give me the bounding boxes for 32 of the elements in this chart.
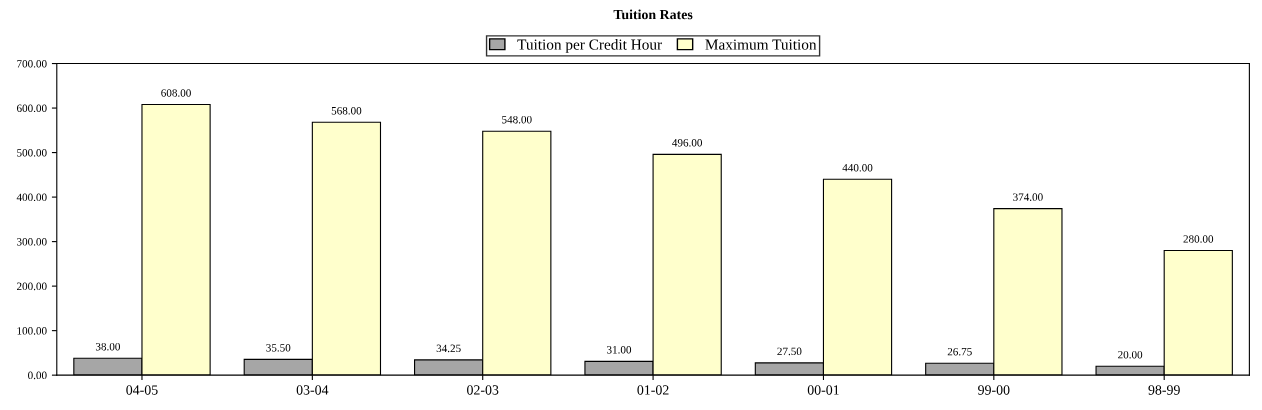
y-tick-label: 500.00 [17,149,47,157]
data-label: 34.25 [436,344,461,353]
data-label: 27.50 [777,347,802,356]
y-tick-label: 200.00 [17,282,47,291]
data-label: 35.50 [266,344,291,352]
data-label: 374.00 [1013,193,1043,201]
data-label: 568.00 [331,107,362,115]
x-tick-label: 04-05 [126,385,158,395]
data-label: 548.00 [502,115,532,124]
data-label: 20.00 [1118,350,1143,359]
data-label: 38.00 [95,342,120,351]
y-tick-label: 300.00 [17,238,47,246]
y-tick-label: 600.00 [16,104,47,113]
legend-label: Tuition per Credit Hour [517,39,662,53]
y-tick-label: 400.00 [16,193,47,202]
y-tick-label: 100.00 [17,327,47,335]
data-label: 280.00 [1183,235,1214,243]
x-tick-label: 03-04 [296,385,329,395]
x-tick-label: 99-00 [978,385,1010,395]
data-label: 496.00 [672,139,703,147]
data-label: 31.00 [607,346,632,354]
x-tick-label: 00-01 [807,385,839,395]
x-tick-label: 01-02 [637,385,669,395]
x-tick-label: 02-03 [467,385,499,395]
x-tick-label: 98-99 [1148,385,1180,395]
y-tick-label: 700.00 [17,60,47,68]
data-label: 608.00 [161,89,191,97]
y-tick-label: 0.00 [28,371,47,380]
chart-title: Tuition Rates [613,9,693,20]
data-label: 440.00 [842,163,873,172]
legend-label: Maximum Tuition [705,39,817,50]
data-label: 26.75 [947,347,972,356]
